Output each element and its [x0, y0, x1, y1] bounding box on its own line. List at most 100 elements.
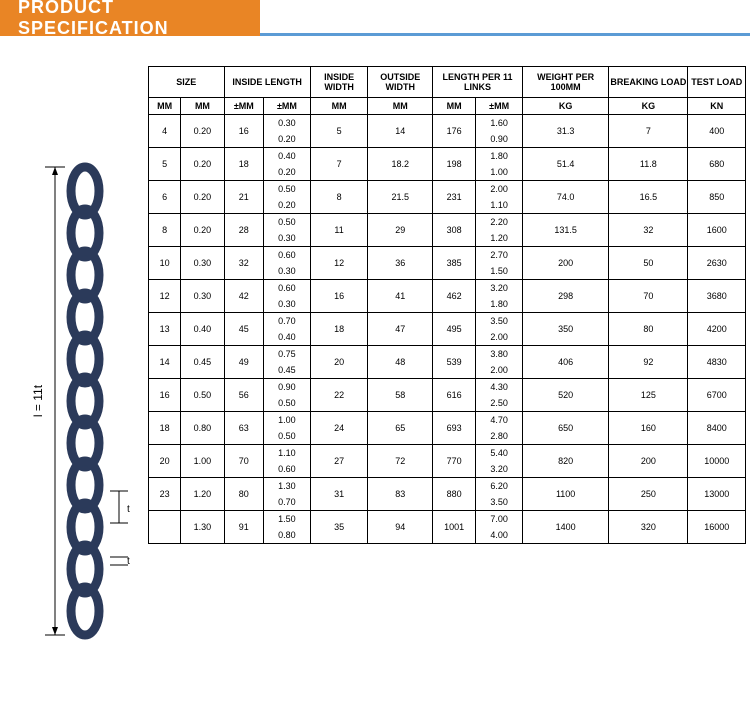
cell-size-tol: 1.30: [181, 511, 224, 544]
cell-lp-tol-b: 2.50: [476, 395, 523, 412]
cell-ow: 94: [368, 511, 433, 544]
header-row-2: MM MM ±MM ±MM MM MM MM ±MM KG KG KN: [149, 98, 746, 115]
cell-lp: 176: [433, 115, 476, 148]
cell-bl: 125: [609, 379, 688, 412]
cell-size-tol: 0.40: [181, 313, 224, 346]
unit-cell: ±MM: [224, 98, 264, 115]
table-row: 40.20160.305141761.6031.37400: [149, 115, 746, 132]
cell-size-tol: 0.45: [181, 346, 224, 379]
unit-cell: ±MM: [476, 98, 523, 115]
table-row: 231.20801.3031838806.20110025013000: [149, 478, 746, 495]
cell-il: 42: [224, 280, 264, 313]
cell-size: 12: [149, 280, 181, 313]
cell-bl: 32: [609, 214, 688, 247]
cell-wt: 1100: [522, 478, 608, 511]
cell-lp-tol-a: 1.80: [476, 148, 523, 165]
cell-iw: 27: [310, 445, 368, 478]
cell-tl: 4200: [688, 313, 746, 346]
cell-tl: 10000: [688, 445, 746, 478]
unit-cell: ±MM: [264, 98, 311, 115]
table-row: 180.80631.0024656934.706501608400: [149, 412, 746, 429]
cell-iw: 18: [310, 313, 368, 346]
col-test: TEST LOAD: [688, 67, 746, 98]
cell-il-tol-a: 1.50: [264, 511, 311, 528]
unit-cell: KG: [609, 98, 688, 115]
cell-size: 23: [149, 478, 181, 511]
table-row: 160.50560.9022586164.305201256700: [149, 379, 746, 396]
cell-bl: 7: [609, 115, 688, 148]
cell-bl: 200: [609, 445, 688, 478]
cell-wt: 406: [522, 346, 608, 379]
cell-bl: 11.8: [609, 148, 688, 181]
cell-wt: 131.5: [522, 214, 608, 247]
cell-lp: 693: [433, 412, 476, 445]
cell-size: 4: [149, 115, 181, 148]
cell-tl: 2630: [688, 247, 746, 280]
cell-tl: 8400: [688, 412, 746, 445]
cell-il: 32: [224, 247, 264, 280]
cell-il-tol-b: 0.60: [264, 461, 311, 478]
cell-bl: 16.5: [609, 181, 688, 214]
svg-text:t: t: [127, 556, 130, 567]
cell-lp: 462: [433, 280, 476, 313]
chain-diagram: l = 11t t t: [10, 161, 140, 646]
cell-iw: 24: [310, 412, 368, 445]
cell-il-tol-a: 1.00: [264, 412, 311, 429]
cell-il: 16: [224, 115, 264, 148]
cell-il: 70: [224, 445, 264, 478]
cell-lp: 539: [433, 346, 476, 379]
cell-il: 91: [224, 511, 264, 544]
cell-size: 20: [149, 445, 181, 478]
cell-wt: 51.4: [522, 148, 608, 181]
cell-ow: 41: [368, 280, 433, 313]
cell-wt: 298: [522, 280, 608, 313]
cell-ow: 47: [368, 313, 433, 346]
cell-ow: 65: [368, 412, 433, 445]
table-row: 1.30911.50359410017.00140032016000: [149, 511, 746, 528]
cell-bl: 80: [609, 313, 688, 346]
cell-il-tol-a: 0.60: [264, 247, 311, 264]
cell-size-tol: 0.20: [181, 181, 224, 214]
svg-text:t: t: [127, 504, 130, 515]
col-length-per: LENGTH PER 11 LINKS: [433, 67, 523, 98]
cell-il-tol-a: 0.75: [264, 346, 311, 363]
cell-lp: 385: [433, 247, 476, 280]
table-row: 140.45490.7520485393.80406924830: [149, 346, 746, 363]
cell-il-tol-a: 0.50: [264, 214, 311, 231]
cell-ow: 48: [368, 346, 433, 379]
cell-il-tol-b: 0.70: [264, 494, 311, 511]
unit-cell: MM: [149, 98, 181, 115]
page-title: PRODUCT SPECIFICATION: [0, 0, 260, 36]
cell-ow: 29: [368, 214, 433, 247]
cell-lp: 616: [433, 379, 476, 412]
cell-bl: 50: [609, 247, 688, 280]
header-divider: [260, 33, 750, 36]
table-row: 130.40450.7018474953.50350804200: [149, 313, 746, 330]
cell-lp-tol-b: 1.10: [476, 197, 523, 214]
cell-lp-tol-b: 3.50: [476, 494, 523, 511]
unit-cell: MM: [181, 98, 224, 115]
cell-size-tol: 0.30: [181, 280, 224, 313]
cell-il-tol-b: 0.30: [264, 230, 311, 247]
cell-lp-tol-b: 2.00: [476, 329, 523, 346]
cell-lp-tol-a: 4.30: [476, 379, 523, 396]
cell-size-tol: 0.30: [181, 247, 224, 280]
content: l = 11t t t SIZE INSIDE LENGTH INSIDE WI…: [0, 66, 750, 656]
col-weight: WEIGHT PER 100MM: [522, 67, 608, 98]
cell-lp-tol-b: 1.20: [476, 230, 523, 247]
cell-wt: 820: [522, 445, 608, 478]
cell-size-tol: 0.20: [181, 148, 224, 181]
cell-il-tol-a: 0.40: [264, 148, 311, 165]
spec-table-wrap: SIZE INSIDE LENGTH INSIDE WIDTH OUTSIDE …: [148, 66, 746, 544]
cell-iw: 7: [310, 148, 368, 181]
cell-size: 14: [149, 346, 181, 379]
col-inside-length: INSIDE LENGTH: [224, 67, 310, 98]
cell-il-tol-a: 1.30: [264, 478, 311, 495]
cell-il: 45: [224, 313, 264, 346]
cell-il-tol-a: 0.70: [264, 313, 311, 330]
cell-tl: 3680: [688, 280, 746, 313]
cell-tl: 6700: [688, 379, 746, 412]
cell-lp-tol-b: 1.80: [476, 296, 523, 313]
cell-size: 16: [149, 379, 181, 412]
cell-il-tol-b: 0.80: [264, 527, 311, 544]
